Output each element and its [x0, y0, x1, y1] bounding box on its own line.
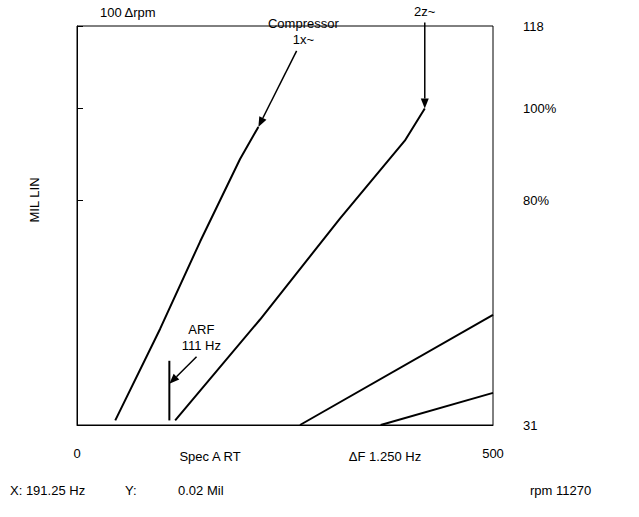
svg-text:Spec A RT: Spec A RT: [179, 449, 240, 464]
svg-text:1x~: 1x~: [293, 32, 315, 47]
svg-text:80%: 80%: [523, 193, 549, 208]
svg-text:Y:: Y:: [125, 483, 137, 498]
svg-text:0: 0: [73, 446, 80, 461]
svg-text:ARF: ARF: [188, 322, 214, 337]
svg-text:ΔF 1.250 Hz: ΔF 1.250 Hz: [349, 449, 421, 464]
svg-text:rpm 11270: rpm 11270: [530, 483, 591, 498]
svg-text:MIL LIN: MIL LIN: [27, 177, 42, 222]
svg-text:100%: 100%: [523, 101, 557, 116]
svg-text:Compressor: Compressor: [268, 16, 339, 31]
svg-text:111 Hz: 111 Hz: [182, 338, 221, 353]
svg-text:31: 31: [523, 418, 537, 433]
svg-text:100 Δrpm: 100 Δrpm: [100, 5, 156, 20]
svg-text:2z~: 2z~: [414, 4, 436, 19]
svg-text:0.02 Mil: 0.02 Mil: [178, 483, 224, 498]
svg-text:X: 191.25 Hz: X: 191.25 Hz: [10, 483, 85, 498]
svg-text:118: 118: [523, 19, 544, 34]
svg-text:500: 500: [482, 446, 504, 461]
